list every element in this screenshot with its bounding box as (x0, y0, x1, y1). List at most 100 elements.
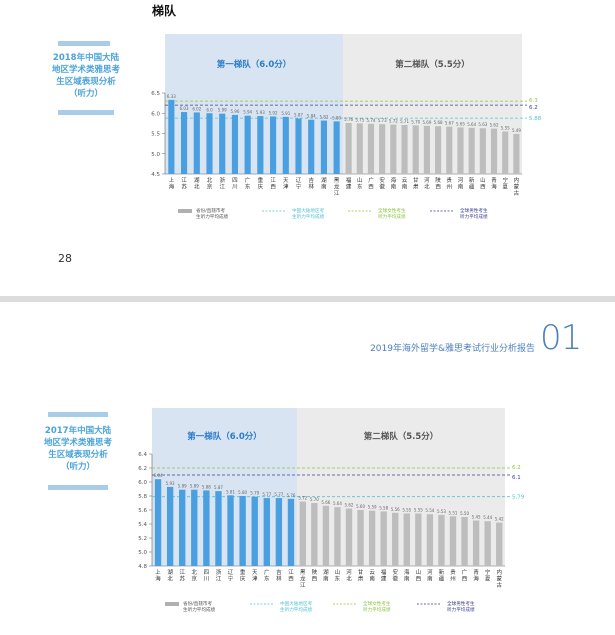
bar (275, 498, 283, 566)
x-tick-label: 山东 (357, 176, 363, 191)
bar (193, 112, 200, 174)
bar-value-label: 5.77 (274, 492, 283, 497)
bar-value-label: 5.91 (281, 111, 290, 116)
bar-value-label: 5.51 (449, 510, 458, 515)
bar-value-label: 5.89 (190, 484, 199, 489)
side-title-2018: 2018年中国大陆地区学术类雅思考生区域表现分析（听力） (52, 53, 121, 99)
x-tick-label: 陕西 (312, 568, 318, 583)
x-tick-label: 重庆 (258, 176, 264, 191)
x-tick-label: 云南 (369, 569, 375, 583)
bar-value-label: 5.89 (178, 484, 187, 489)
x-tick-label: 甘肃 (358, 568, 364, 583)
y-tick-label: 6.4 (138, 452, 147, 458)
bar-value-label: 5.66 (321, 500, 330, 505)
bar (513, 133, 520, 174)
bar (435, 126, 442, 174)
bar (206, 113, 213, 174)
bar (379, 124, 386, 174)
page-heading: 梯队 (152, 4, 177, 18)
bar (320, 120, 328, 174)
bar-value-label: 5.76 (287, 493, 296, 498)
y-tick-label: 5.4 (138, 522, 147, 528)
bar (468, 127, 475, 174)
x-tick-label: 天津 (283, 177, 289, 191)
bar (345, 122, 352, 174)
bar-value-label: 5.49 (512, 128, 521, 133)
bar (334, 507, 341, 566)
bar-value-label: 5.64 (333, 501, 342, 506)
bar (231, 114, 239, 174)
reference-line-label: 6.2 (529, 105, 538, 111)
x-tick-label: 江苏 (181, 177, 187, 191)
side-title-2017: 2017年中国大陆地区学术类雅思考生区域表现分析（听力） (44, 426, 113, 472)
bar (390, 124, 397, 174)
bar (191, 489, 198, 566)
bar-value-label: 5.58 (379, 505, 388, 510)
legend-entry: 全球男性考生听力平均成绩 (460, 207, 488, 220)
bar (446, 126, 453, 174)
bar-value-label: 5.63 (478, 122, 487, 127)
x-tick-label: 云南 (402, 177, 408, 191)
x-tick-label: 上海 (169, 176, 175, 191)
x-tick-label: 辽宁 (228, 568, 234, 583)
tier1-label: 第一梯队（6.0分） (187, 431, 262, 442)
x-tick-label: 辽宁 (296, 176, 302, 191)
x-tick-label: 湖北 (167, 568, 173, 583)
bar-value-label: 5.88 (202, 484, 211, 489)
x-tick-label: 甘肃 (413, 176, 419, 191)
x-tick-label: 广西 (368, 176, 374, 191)
bar-value-label: 5.75 (355, 117, 364, 122)
bar (299, 501, 306, 566)
bar-value-label: 5.45 (472, 515, 481, 520)
y-tick-label: 5.5 (151, 132, 160, 138)
legend-entry: 全球女性考生听力平均成绩 (378, 207, 406, 220)
x-tick-label: 福建 (381, 568, 387, 583)
bar-value-label: 6.03 (180, 106, 189, 111)
y-tick-label: 5.8 (138, 494, 147, 500)
x-tick-label: 广西 (462, 568, 468, 583)
x-tick-label: 上海 (155, 568, 161, 583)
x-tick-label: 新疆 (439, 568, 445, 583)
x-tick-label: 海南 (404, 568, 410, 583)
bar (251, 496, 258, 566)
x-tick-label: 青海 (473, 568, 479, 583)
bar-value-label: 5.60 (356, 504, 365, 509)
bar-value-label: 5.65 (456, 121, 465, 126)
y-tick-label: 5.6 (138, 508, 147, 514)
x-tick-label: 陕西 (435, 176, 441, 191)
y-tick-label: 6.0 (138, 480, 147, 486)
bar (333, 121, 340, 174)
x-tick-label: 河南 (427, 568, 433, 583)
bar (403, 513, 410, 566)
x-tick-label: 福建 (346, 176, 352, 191)
x-tick-label: 浙江 (216, 568, 222, 583)
legend-entry: 中国大陆地区考生听力平均成绩 (280, 600, 313, 613)
bar-value-label: 5.59 (368, 505, 377, 510)
bar (449, 516, 457, 566)
bar (479, 128, 486, 174)
x-tick-label: 北京 (207, 176, 213, 191)
bar-value-label: 5.67 (445, 121, 454, 126)
bar (244, 115, 251, 174)
reference-line-label: 6.2 (512, 465, 521, 471)
x-tick-label: 广东 (264, 568, 270, 583)
bar (269, 116, 277, 174)
bar (457, 127, 464, 174)
bar (215, 491, 222, 566)
x-tick-label: 河北 (346, 568, 352, 583)
x-tick-label: 新疆 (469, 176, 475, 191)
tier2-label: 第二梯队（5.5分） (395, 59, 470, 70)
bar-value-label: 5.62 (490, 123, 499, 128)
x-tick-label: 河北 (424, 176, 430, 191)
bar-value-label: 5.81 (226, 489, 235, 494)
x-tick-label: 四川 (232, 177, 238, 191)
x-tick-label: 浙江 (219, 176, 225, 191)
x-tick-label: 江西 (270, 177, 276, 191)
bar-value-label: 5.92 (269, 110, 278, 115)
bar-value-label: 5.73 (378, 118, 387, 123)
bar-value-label: 5.42 (495, 517, 504, 522)
legend-entry: 全球男性考生听力平均成绩 (447, 600, 475, 613)
x-tick-label: 天津 (252, 569, 258, 583)
x-tick-label: 吉林 (276, 569, 282, 583)
bar-value-label: 6.33 (167, 94, 176, 99)
